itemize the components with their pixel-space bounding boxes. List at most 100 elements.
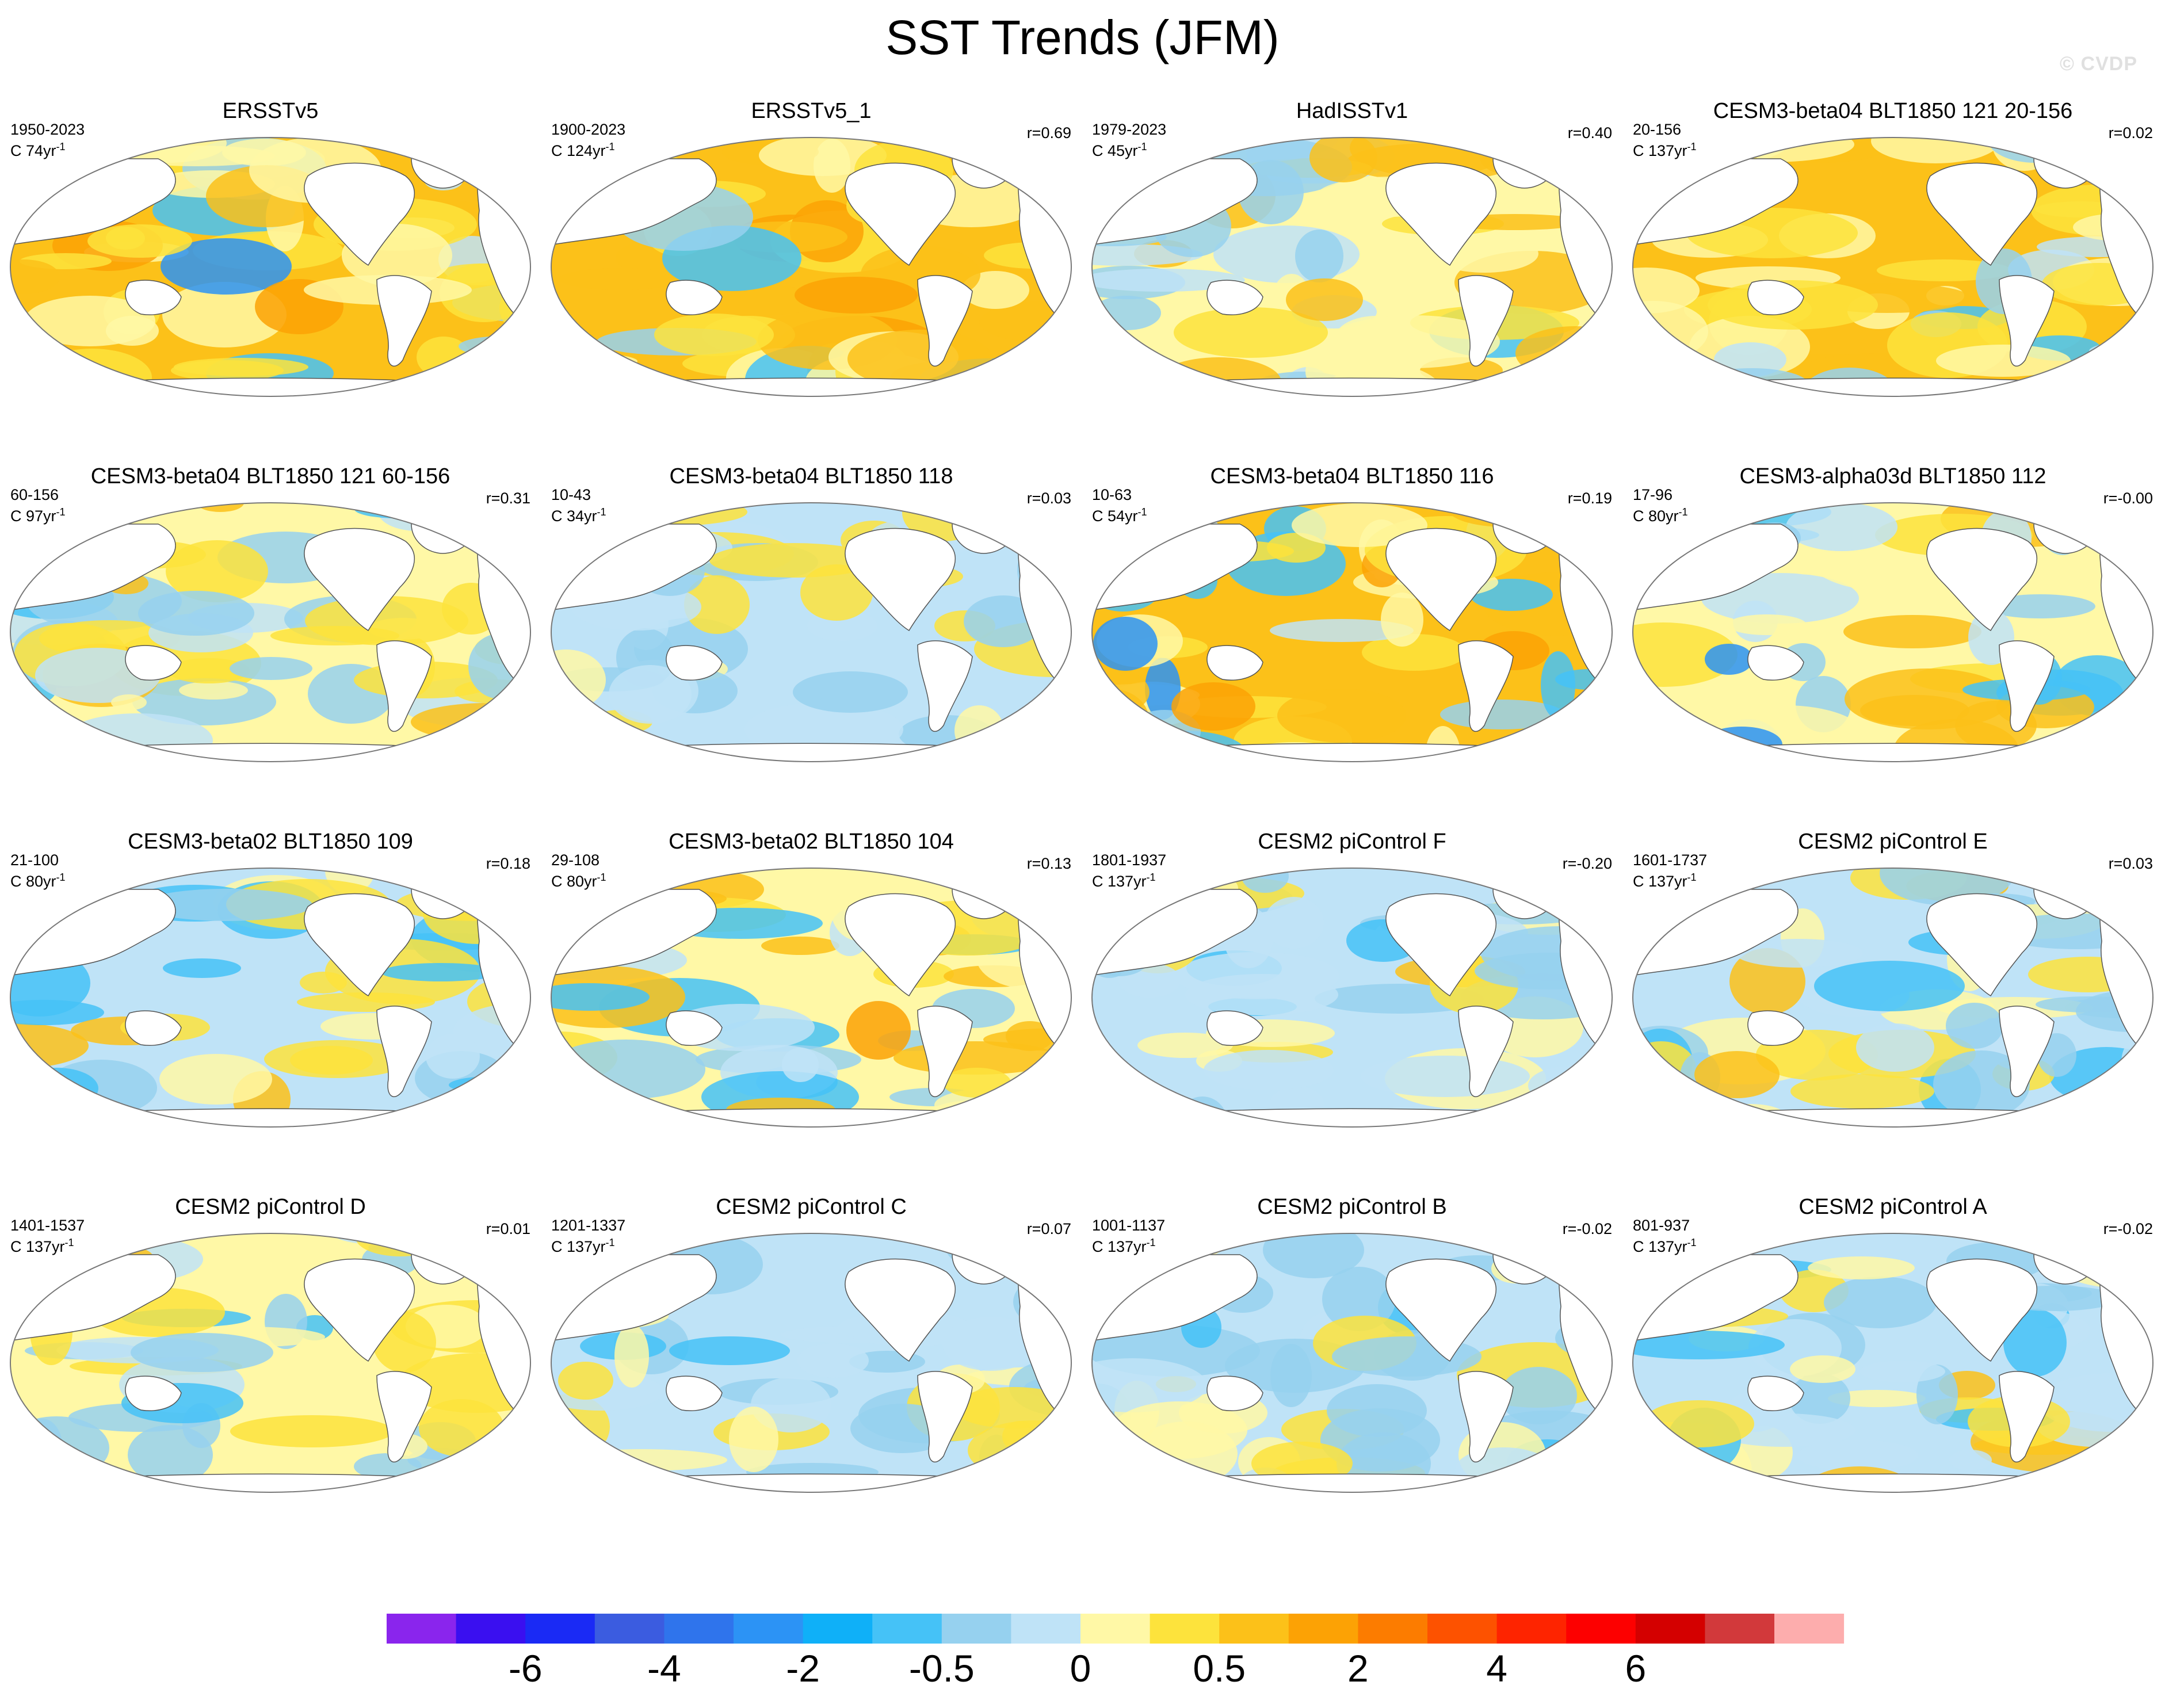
panel-title: ERSSTv5 xyxy=(222,99,319,123)
panel-correlation: r=0.31 xyxy=(486,490,530,507)
warming-region xyxy=(557,1449,727,1471)
warming-region xyxy=(1871,137,2000,163)
cooling-region xyxy=(1637,516,1682,562)
panel-period: 20-156 xyxy=(1633,121,1682,138)
warming-region xyxy=(1633,345,1680,396)
cooling-region xyxy=(744,702,903,756)
world-map xyxy=(1632,1233,2153,1493)
colorbar-tick-label: 6 xyxy=(1625,1647,1646,1690)
continent-australia xyxy=(666,1375,723,1411)
panel-period-label: 1979-2023 C 45yr-1 xyxy=(1092,121,1166,159)
warming-region xyxy=(684,575,750,634)
colorbar-swatch xyxy=(456,1614,526,1644)
panel-correlation: r=0.02 xyxy=(2108,124,2153,142)
cooling-region xyxy=(1701,727,1782,762)
colorbar-swatch xyxy=(1150,1614,1220,1644)
continent-south-america xyxy=(376,640,432,732)
cooling-region xyxy=(1686,1233,1723,1256)
map-panel: CESM3-alpha03d BLT1850 112 17-96 C 80yr-1 r… xyxy=(1622,463,2163,828)
colorbar-tick-label: -0.5 xyxy=(909,1647,975,1690)
panel-scale: C 74yr-1 xyxy=(10,141,66,159)
map-outline xyxy=(1632,137,2153,397)
continent-antarctica xyxy=(1633,1108,2153,1127)
panel-title: CESM3-alpha03d BLT1850 112 xyxy=(1739,464,2046,488)
panel-period: 1401-1537 xyxy=(10,1217,85,1234)
colorbar-swatch xyxy=(1635,1614,1705,1644)
world-map xyxy=(1632,502,2153,762)
warming-region xyxy=(1643,1400,1754,1447)
colorbar-swatch xyxy=(387,1614,457,1644)
cooling-region xyxy=(1633,1331,1785,1359)
world-map xyxy=(10,137,531,397)
world-map xyxy=(551,868,1072,1128)
panel-title: HadISSTv1 xyxy=(1296,99,1408,123)
warming-region xyxy=(247,1363,373,1413)
world-map xyxy=(10,502,531,762)
continent-south-america xyxy=(376,1006,432,1098)
cooling-region xyxy=(551,1233,691,1252)
colorbar-tick-label: 0 xyxy=(1070,1647,1091,1690)
panel-scale: C 137yr-1 xyxy=(1633,872,1697,890)
cooling-region xyxy=(2074,1233,2153,1281)
map-panel: HadISSTv1 1979-2023 C 45yr-1 r=0.40 xyxy=(1082,98,1622,463)
panel-scale-text: C 45yr xyxy=(1092,142,1138,159)
continent-north-america xyxy=(304,893,415,997)
continent-north-america xyxy=(1926,893,2038,997)
cooling-region xyxy=(942,1317,1039,1371)
continent-north-america xyxy=(845,528,956,632)
cooling-region xyxy=(1295,230,1343,282)
cooling-region xyxy=(2063,868,2153,908)
panel-correlation: r=0.40 xyxy=(1567,124,1612,142)
panel-title: CESM3-beta02 BLT1850 104 xyxy=(669,830,954,854)
panel-title: CESM2 piControl C xyxy=(716,1195,907,1219)
map-panel: CESM2 piControl D 1401-1537 C 137yr-1 r=0.0… xyxy=(0,1194,541,1559)
continent-north-america xyxy=(1385,893,1497,997)
continent-australia xyxy=(666,280,723,315)
world-map xyxy=(10,868,531,1128)
warming-region xyxy=(1808,1256,1915,1279)
cooling-region xyxy=(163,958,241,978)
continent-north-america xyxy=(1926,528,2038,632)
warming-region xyxy=(197,503,244,512)
cooling-region xyxy=(551,503,623,549)
cooling-region xyxy=(1856,1023,1934,1072)
warming-region xyxy=(10,1093,91,1127)
cooling-region xyxy=(230,657,312,680)
cooling-region xyxy=(161,238,292,295)
continent-south-america xyxy=(1999,1006,2055,1098)
panel-correlation: r=0.03 xyxy=(2108,855,2153,872)
cooling-region xyxy=(1786,503,1897,551)
panel-period: 10-43 xyxy=(551,486,591,503)
continent-north-america xyxy=(1385,162,1497,266)
world-map xyxy=(10,1233,531,1493)
panel-scale: C 137yr-1 xyxy=(10,1237,74,1255)
warming-region xyxy=(1571,1243,1612,1286)
cooling-region xyxy=(1092,269,1245,292)
warming-region xyxy=(847,330,992,388)
colorbar-swatch xyxy=(1496,1614,1567,1644)
warming-region xyxy=(1633,622,1738,687)
map-outline xyxy=(551,868,1072,1128)
cooling-region xyxy=(1880,868,2014,905)
continent-antarctica xyxy=(1092,1108,1612,1127)
panel-period: 21-100 xyxy=(10,851,59,869)
world-map xyxy=(1632,868,2153,1128)
continent-north-america xyxy=(304,162,415,266)
continent-antarctica xyxy=(10,377,530,396)
warming-region xyxy=(1092,1104,1154,1127)
cooling-region xyxy=(1534,503,1590,548)
continent-australia xyxy=(1206,280,1263,315)
panel-correlation: r=0.01 xyxy=(486,1220,530,1237)
cooling-region xyxy=(1860,1361,1945,1382)
colorbar-swatch xyxy=(1566,1614,1636,1644)
continent-australia xyxy=(666,645,723,681)
colorbar-swatch xyxy=(1774,1614,1845,1644)
map-outline xyxy=(1632,502,2153,762)
continent-south-america xyxy=(1458,1006,1514,1098)
continent-antarctica xyxy=(1092,743,1612,762)
cooling-region xyxy=(1204,1050,1334,1090)
colorbar-swatch xyxy=(525,1614,595,1644)
warming-region xyxy=(1694,1051,1780,1098)
map-panel: ERSSTv5 1950-2023 C 74yr-1 xyxy=(0,98,541,463)
panel-scale: C 137yr-1 xyxy=(1092,1237,1156,1255)
